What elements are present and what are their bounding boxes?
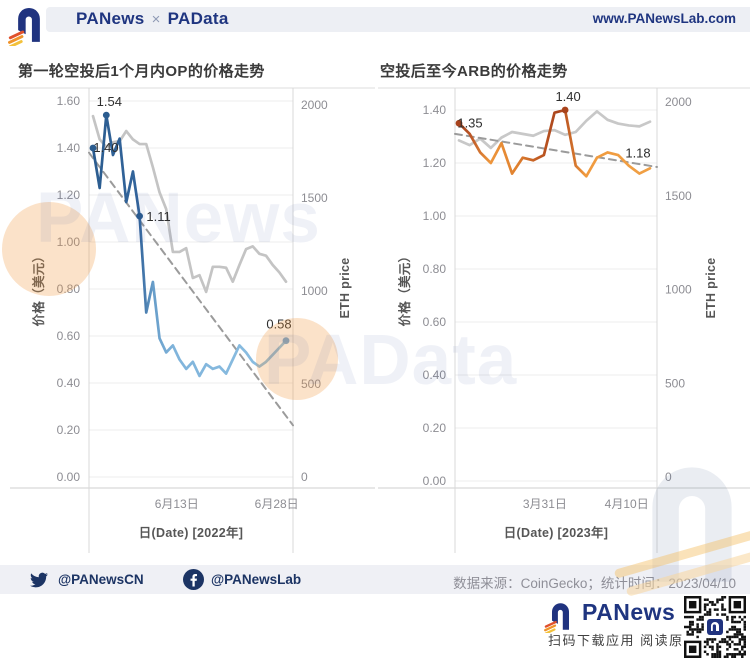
svg-text:0.80: 0.80 [57, 282, 81, 296]
svg-text:0.20: 0.20 [57, 423, 81, 437]
footer-logo-icon [544, 603, 570, 633]
brand-separator: × [151, 11, 161, 28]
twitter-icon [30, 572, 48, 588]
svg-text:1000: 1000 [665, 283, 692, 297]
svg-text:1.40: 1.40 [93, 140, 118, 155]
svg-text:0: 0 [665, 470, 672, 484]
chart-op-canvas: 0.00 0.20 0.40 0.60 0.80 1.00 1.20 1.40 1.60 0 500… [10, 87, 375, 553]
svg-text:4月10日: 4月10日 [605, 497, 649, 511]
brand-wordmark: PANews × PAData [76, 9, 229, 29]
twitter-handle[interactable]: @PANewsCN [58, 572, 144, 587]
svg-text:0.40: 0.40 [57, 376, 81, 390]
svg-text:0.60: 0.60 [57, 329, 81, 343]
svg-text:0.40: 0.40 [423, 368, 447, 382]
brand-panews: PANews [76, 9, 145, 28]
footer-strip [0, 565, 750, 594]
svg-text:1.11: 1.11 [146, 209, 170, 224]
svg-text:0: 0 [301, 470, 308, 484]
svg-text:2000: 2000 [665, 95, 692, 109]
svg-text:500: 500 [665, 376, 685, 390]
chart-op-title: 第一轮空投后1个月内OP的价格走势 [18, 63, 265, 80]
svg-text:ETH price: ETH price [704, 257, 718, 318]
header-strip [46, 7, 750, 32]
facebook-icon [183, 569, 204, 590]
svg-text:1.40: 1.40 [57, 141, 81, 155]
qr-code[interactable] [684, 596, 746, 658]
data-source-note: 数据来源：CoinGecko；统计时间：2023/04/10 [453, 576, 736, 591]
svg-text:1.00: 1.00 [57, 235, 81, 249]
svg-text:1.35: 1.35 [457, 115, 482, 130]
svg-text:1000: 1000 [301, 284, 328, 298]
svg-text:1500: 1500 [301, 191, 328, 205]
svg-text:日(Date) [2022年]: 日(Date) [2022年] [139, 525, 244, 540]
svg-text:0.58: 0.58 [266, 317, 291, 332]
svg-text:0.00: 0.00 [57, 470, 81, 484]
svg-text:500: 500 [301, 377, 321, 391]
svg-text:0.80: 0.80 [423, 262, 447, 276]
svg-text:ETH price: ETH price [338, 257, 352, 318]
svg-text:1.00: 1.00 [423, 209, 447, 223]
chart-arb-canvas: 0.00 0.20 0.40 0.60 0.80 1.00 1.20 1.40 0 500 1000… [378, 87, 750, 553]
svg-text:1.40: 1.40 [555, 89, 580, 104]
svg-text:1.60: 1.60 [57, 94, 81, 108]
chart-arb-title: 空投后至今ARB的价格走势 [380, 63, 568, 80]
svg-text:价格（美元）: 价格（美元） [31, 250, 46, 327]
svg-text:0.60: 0.60 [423, 315, 447, 329]
footer-brand-text: PANews [582, 599, 676, 625]
svg-text:6月13日: 6月13日 [155, 497, 199, 511]
svg-text:1.20: 1.20 [423, 156, 447, 170]
svg-text:0.20: 0.20 [423, 421, 447, 435]
facebook-handle[interactable]: @PANewsLab [211, 572, 302, 587]
svg-text:6月28日: 6月28日 [255, 497, 299, 511]
brand-padata: PAData [167, 9, 229, 28]
svg-text:1.54: 1.54 [97, 94, 122, 109]
site-url[interactable]: www.PANewsLab.com [592, 11, 736, 26]
svg-text:1500: 1500 [665, 189, 692, 203]
svg-text:1.40: 1.40 [423, 103, 447, 117]
svg-text:价格（美元）: 价格（美元） [397, 250, 412, 327]
svg-text:3月31日: 3月31日 [523, 497, 567, 511]
panews-logo-icon [8, 7, 40, 46]
svg-text:2000: 2000 [301, 98, 328, 112]
qr-caption: 扫码下载应用 阅读原文 [548, 633, 699, 648]
svg-text:0.00: 0.00 [423, 474, 447, 488]
svg-text:1.18: 1.18 [625, 145, 650, 160]
svg-text:日(Date) [2023年]: 日(Date) [2023年] [504, 525, 609, 540]
svg-text:1.20: 1.20 [57, 188, 81, 202]
